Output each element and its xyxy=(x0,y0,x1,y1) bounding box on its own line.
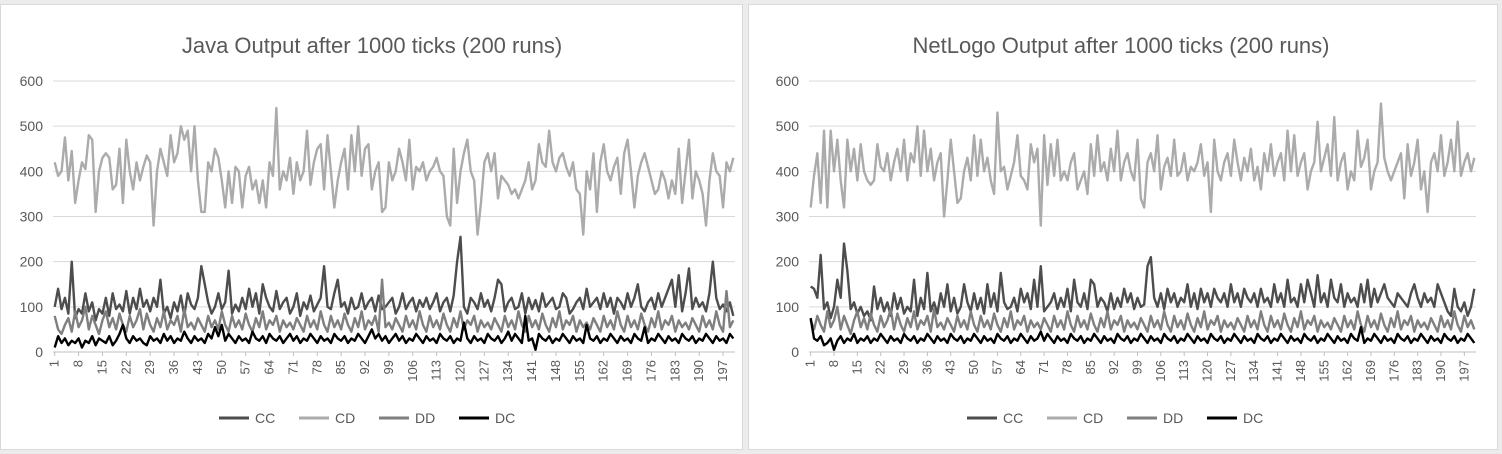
x-tick-label: 92 xyxy=(357,360,372,374)
x-tick-label: 8 xyxy=(826,360,841,367)
x-tick-label: 113 xyxy=(1176,360,1191,381)
y-tick-label: 200 xyxy=(20,254,44,270)
x-tick-label: 85 xyxy=(1083,360,1098,374)
x-tick-label: 71 xyxy=(1036,360,1051,374)
x-tick-label: 29 xyxy=(142,360,157,374)
netlogo-chart: NetLogo Output after 1000 ticks (200 run… xyxy=(776,33,1476,426)
legend: CC CD DD DC xyxy=(967,410,1263,426)
y-tick-label: 100 xyxy=(20,299,44,315)
series-line-cc xyxy=(809,242,1476,322)
x-tick-label: 15 xyxy=(94,360,109,374)
x-tick-label: 29 xyxy=(896,360,911,374)
x-tick-label: 1 xyxy=(803,360,818,367)
x-tick-label: 197 xyxy=(1456,360,1471,382)
x-tick-label: 36 xyxy=(919,360,934,374)
x-tick-label: 99 xyxy=(1129,360,1144,374)
x-tick-label: 85 xyxy=(333,360,348,374)
x-tick-label: 43 xyxy=(943,360,958,374)
x-tick-label: 64 xyxy=(1013,360,1028,374)
x-tick-label: 162 xyxy=(596,360,611,382)
y-tick-label: 100 xyxy=(776,299,800,315)
series-line-dd xyxy=(809,305,1476,336)
x-tick-label: 57 xyxy=(238,360,253,374)
plot-area: 0 100 200 300 400 500 600 1 8 15 22 29 36 43 50 57 64 71 7… xyxy=(20,73,735,382)
x-tick-label: 99 xyxy=(381,360,396,374)
x-tick-label: 127 xyxy=(1223,360,1238,382)
y-tick-label: 0 xyxy=(791,344,799,360)
x-tick-label: 169 xyxy=(1363,360,1378,382)
y-tick-label: 200 xyxy=(776,254,800,270)
series-line-cd xyxy=(809,102,1476,227)
x-tick-label: 127 xyxy=(476,360,491,382)
x-tick-label: 57 xyxy=(989,360,1004,374)
legend-label: CC xyxy=(1003,410,1023,426)
legend-label: DC xyxy=(495,410,515,426)
x-tick-label: 141 xyxy=(1270,360,1285,382)
series-line-cc xyxy=(53,235,735,322)
x-tick-label: 190 xyxy=(691,360,706,382)
x-tick-label: 134 xyxy=(500,360,515,382)
series-line-dc xyxy=(53,314,735,351)
x-tick-label: 169 xyxy=(620,360,635,382)
x-tick-label: 22 xyxy=(118,360,133,374)
x-tick-label: 50 xyxy=(966,360,981,374)
x-tick-label: 1 xyxy=(47,360,62,367)
x-tick-label: 36 xyxy=(166,360,181,374)
x-tick-label: 120 xyxy=(452,360,467,382)
x-tick-label: 71 xyxy=(285,360,300,374)
x-tick-label: 113 xyxy=(429,360,444,381)
x-tick-label: 50 xyxy=(214,360,229,374)
x-tick-label: 155 xyxy=(1316,360,1331,382)
series-line-cd xyxy=(53,106,735,236)
y-tick-label: 500 xyxy=(776,118,800,134)
x-tick-label: 148 xyxy=(1293,360,1308,382)
x-tick-label: 141 xyxy=(524,360,539,382)
x-tick-label: 78 xyxy=(309,360,324,374)
y-tick-label: 0 xyxy=(35,344,43,360)
series-line-dd xyxy=(53,278,735,336)
y-tick-label: 300 xyxy=(776,209,800,225)
netlogo-chart-panel: NetLogo Output after 1000 ticks (200 run… xyxy=(748,4,1498,450)
chart-title: NetLogo Output after 1000 ticks (200 run… xyxy=(912,33,1329,58)
y-tick-label: 600 xyxy=(776,73,800,89)
x-tick-label: 106 xyxy=(1153,360,1168,382)
x-tick-label: 183 xyxy=(667,360,682,382)
y-tick-label: 600 xyxy=(20,73,44,89)
series-line-dc xyxy=(809,317,1476,351)
x-tick-label: 22 xyxy=(873,360,888,374)
java-chart: Java Output after 1000 ticks (200 runs) … xyxy=(20,33,735,426)
legend: CC CD DD DC xyxy=(219,410,515,426)
y-tick-label: 300 xyxy=(20,209,44,225)
x-tick-label: 106 xyxy=(405,360,420,382)
legend-label: DD xyxy=(415,410,435,426)
x-tick-label: 162 xyxy=(1340,360,1355,382)
legend-label: CD xyxy=(335,410,355,426)
legend-label: DD xyxy=(1163,410,1183,426)
java-chart-panel: Java Output after 1000 ticks (200 runs) … xyxy=(0,4,743,450)
x-tick-label: 190 xyxy=(1433,360,1448,382)
legend-label: DC xyxy=(1243,410,1263,426)
x-tick-label: 176 xyxy=(643,360,658,382)
x-tick-label: 148 xyxy=(548,360,563,382)
x-tick-label: 92 xyxy=(1106,360,1121,374)
x-tick-label: 120 xyxy=(1200,360,1215,382)
x-tick-label: 183 xyxy=(1410,360,1425,382)
y-tick-label: 500 xyxy=(20,118,44,134)
y-tick-label: 400 xyxy=(776,163,800,179)
legend-label: CC xyxy=(255,410,275,426)
x-tick-label: 155 xyxy=(572,360,587,382)
plot-area: 0 100 200 300 400 500 600 1 8 15 22 29 36 43 50 57 64 71 7… xyxy=(776,73,1476,382)
legend-label: CD xyxy=(1083,410,1103,426)
x-tick-label: 15 xyxy=(849,360,864,374)
x-tick-label: 78 xyxy=(1059,360,1074,374)
x-tick-label: 43 xyxy=(190,360,205,374)
x-tick-label: 176 xyxy=(1386,360,1401,382)
x-tick-label: 64 xyxy=(262,360,277,374)
chart-title: Java Output after 1000 ticks (200 runs) xyxy=(182,33,562,58)
x-tick-label: 197 xyxy=(715,360,730,382)
y-tick-label: 400 xyxy=(20,163,44,179)
x-tick-label: 134 xyxy=(1246,360,1261,382)
x-tick-label: 8 xyxy=(71,360,86,367)
